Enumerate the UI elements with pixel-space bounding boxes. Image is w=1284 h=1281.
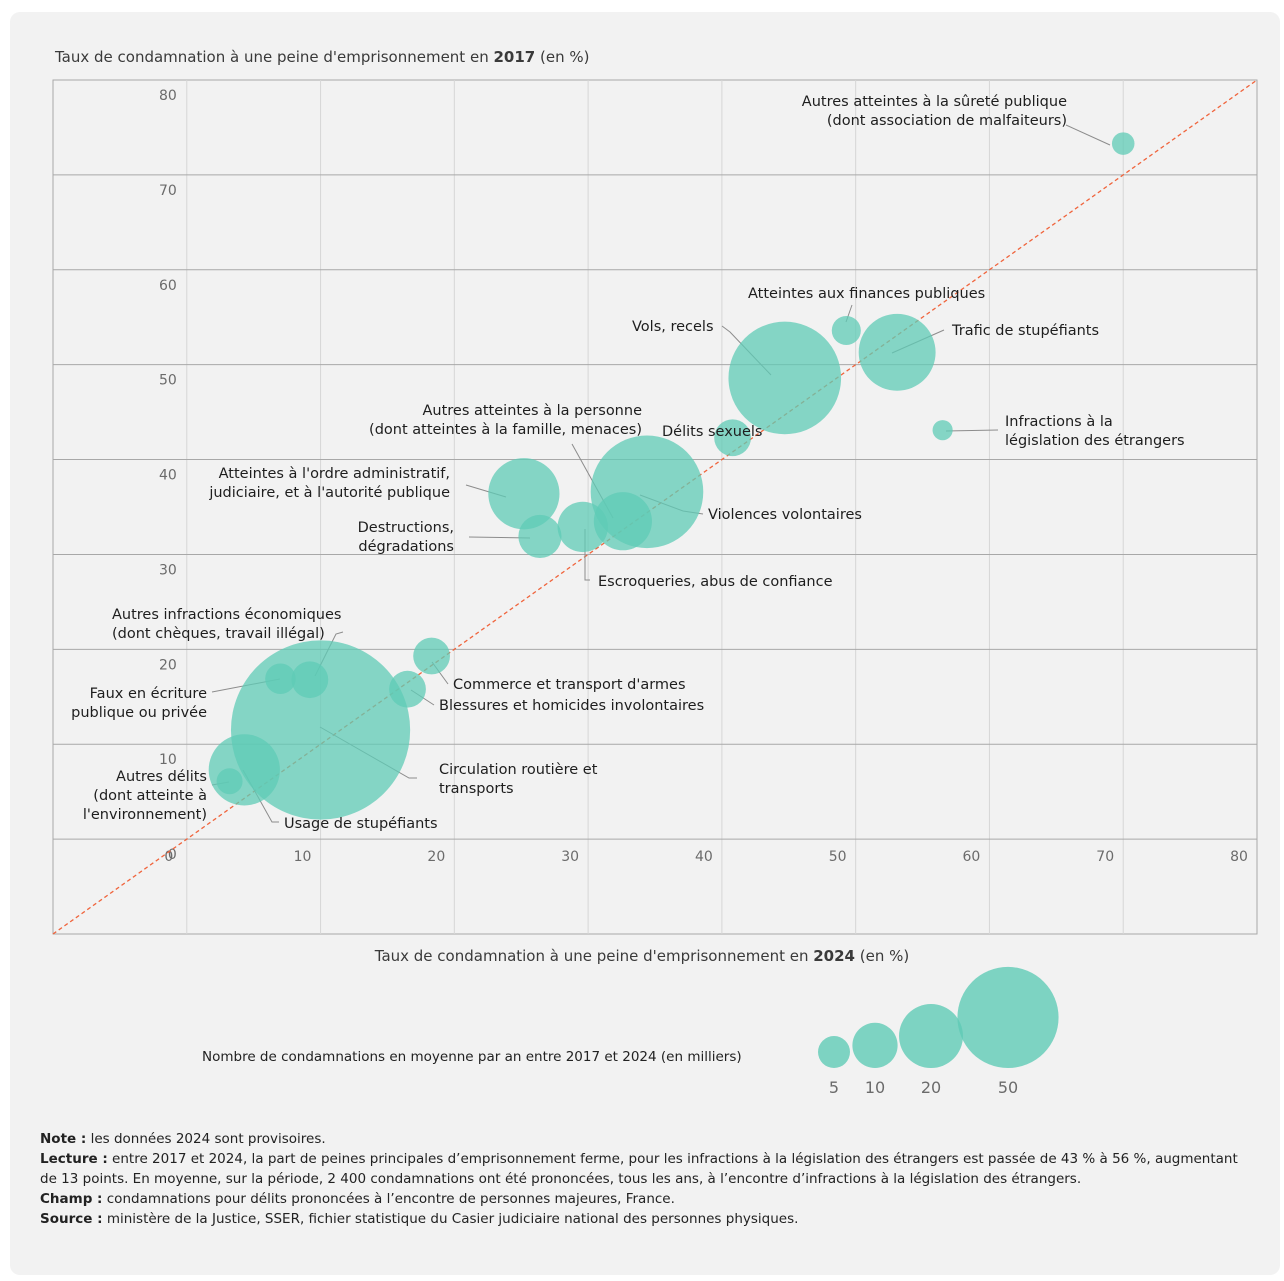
source-line: Source : ministère de la Justice, SSER, … [40, 1211, 799, 1227]
tick-labels: 0 10 20 30 40 50 60 70 80 0 10 20 30 40 50 60 70 80 [159, 88, 1248, 865]
plot-frame [52, 79, 1258, 935]
bubble-label: Usage de stupéfiants [284, 816, 438, 832]
size-legend: 5 10 20 50 [818, 966, 1059, 1097]
size-legend-bubble [957, 966, 1059, 1068]
bubble [1111, 132, 1135, 155]
x-axis-title: Taux de condamnation à une peine d'empri… [374, 947, 910, 965]
y-tick-label: 40 [159, 468, 177, 484]
chart-notes: Note : les données 2024 sont provisoires… [40, 1129, 1255, 1229]
bubble-label: Escroqueries, abus de confiance [598, 574, 833, 590]
bubble-label: Infractions à la législation des étranger… [1005, 414, 1185, 449]
bubble [831, 315, 861, 346]
bubble [858, 313, 936, 391]
bubble-label: Autres infractions économiques (dont chèq… [112, 607, 341, 642]
size-legend-title: Nombre de condamnations en moyenne par a… [202, 1049, 742, 1065]
bubble-label: Autres atteintes à la personne (dont atte… [369, 403, 642, 438]
bubble-label: Atteintes à l'ordre administratif, judici… [208, 466, 450, 501]
bubble-label: Destructions, dégradations [358, 520, 454, 555]
size-legend-label: 10 [865, 1078, 885, 1097]
x-tick-label: 80 [1230, 849, 1248, 865]
bubble [728, 321, 842, 435]
bubble-labels: Autres atteintes à la sûreté publique (do… [71, 94, 1184, 832]
x-tick-label: 60 [963, 849, 981, 865]
bubble-label: Faux en écriture publique ou privée [71, 686, 207, 721]
size-legend-label: 5 [829, 1078, 839, 1097]
champ-line: Champ : condamnations pour délits pronon… [40, 1191, 675, 1207]
bubble [216, 768, 243, 795]
bubble-label: Délits sexuels [662, 424, 763, 440]
y-tick-label: 80 [159, 88, 177, 104]
x-tick-label: 50 [829, 849, 847, 865]
lecture-line: Lecture : entre 2017 et 2024, la part de… [40, 1151, 1238, 1187]
leader-line [945, 429, 999, 432]
bubble-label: Circulation routière et transports [439, 762, 598, 797]
bubble-label: Commerce et transport d'armes [453, 677, 686, 693]
size-legend-label: 50 [998, 1078, 1018, 1097]
bubbles [208, 132, 1135, 820]
y-tick-label: 10 [159, 752, 177, 768]
bubble-label: Atteintes aux finances publiques [748, 286, 985, 302]
size-legend-label: 20 [921, 1078, 941, 1097]
y-tick-label: 30 [159, 562, 177, 578]
x-tick-label: 30 [561, 849, 579, 865]
bubble [714, 419, 751, 457]
x-tick-label: 40 [695, 849, 713, 865]
x-tick-label: 70 [1096, 849, 1114, 865]
bubble-label: Violences volontaires [708, 507, 862, 523]
y-axis-title: Taux de condamnation à une peine d'empri… [55, 48, 590, 66]
bubble [518, 514, 562, 558]
y-tick-label: 70 [159, 183, 177, 199]
y-tick-label: 60 [159, 278, 177, 294]
bubble-label: Trafic de stupéfiants [951, 323, 1099, 339]
bubble-label: Autres atteintes à la sûreté publique (do… [802, 94, 1067, 129]
bubble [590, 435, 704, 549]
size-legend-bubble [818, 1036, 850, 1068]
y-tick-label: 0 [168, 847, 177, 863]
bubble-label: Vols, recels [632, 319, 714, 335]
y-tick-label: 50 [159, 373, 177, 389]
bubble [413, 637, 450, 675]
chart-card [10, 12, 1280, 1275]
note-line: Note : les données 2024 sont provisoires… [40, 1131, 326, 1147]
leader-line [1065, 124, 1111, 146]
size-legend-bubble [852, 1022, 898, 1068]
size-legend-bubble [899, 1004, 963, 1068]
bubble-label: Blessures et homicides involontaires [439, 698, 704, 714]
x-tick-label: 0 [164, 849, 173, 865]
bubble-label: Autres délits (dont atteinte à l'environne… [83, 769, 207, 823]
y-tick-label: 20 [159, 657, 177, 673]
bubble [932, 420, 953, 441]
x-tick-label: 20 [427, 849, 445, 865]
bubble [208, 734, 280, 806]
bubble [557, 501, 608, 553]
bubble [488, 458, 560, 530]
x-tick-label: 10 [294, 849, 312, 865]
